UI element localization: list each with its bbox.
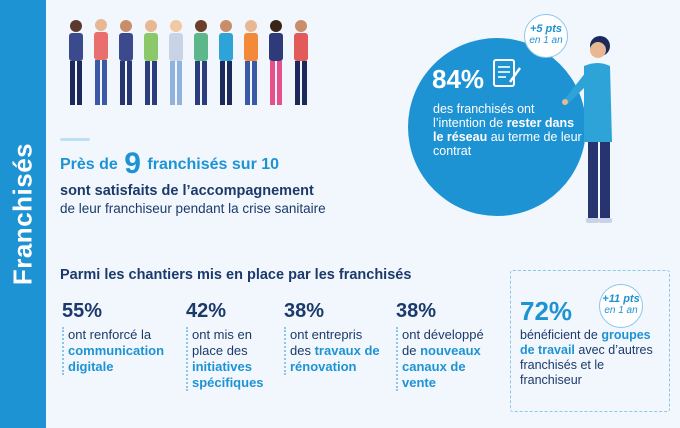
chantier-text: ont mis en place des <box>192 327 252 358</box>
retention-change-bubble: +5 pts en 1 an <box>524 14 568 58</box>
groupes-change-bubble: +11 pts en 1 an <box>599 284 643 328</box>
groupes-highlight: groupes de travail <box>520 328 651 357</box>
groupes-percent: 72% <box>520 296 573 326</box>
person-3 <box>119 20 133 105</box>
headline-suffix: franchisés sur 10 <box>147 156 280 173</box>
satisfaction-block: Près de 9 franchisés sur 10 sont satisfa… <box>60 138 360 216</box>
chantier-item: 55% ont renforcé la communication digita… <box>62 300 176 375</box>
woman-presenting-illustration <box>562 36 612 223</box>
chantier-description: ont mis en place des initiatives spécifi… <box>186 327 270 391</box>
satisfaction-headline: Près de 9 franchisés sur 10 <box>60 147 360 181</box>
sidebar-band: Franchisés <box>0 0 46 428</box>
headline-number: 9 <box>124 147 141 180</box>
satisfaction-line-2: sont satisfaits de l’accompagnement <box>60 183 314 199</box>
retention-change-period: en 1 an <box>529 35 563 46</box>
chantier-text: ont renforcé la <box>68 327 152 342</box>
retention-circle <box>408 38 586 216</box>
groupes-change-value: +11 pts <box>602 293 640 305</box>
person-7 <box>219 20 233 105</box>
chantier-highlight: nouveaux canaux de vente <box>402 343 481 390</box>
groupes-box <box>510 270 670 412</box>
retention-text: des franchisés ont l’intention de rester… <box>433 102 583 158</box>
person-6 <box>194 20 208 105</box>
chantier-highlight: travaux de rénovation <box>290 343 380 374</box>
chantier-highlight: initiatives spécifiques <box>192 359 264 390</box>
retention-highlight: rester dans le réseau <box>433 116 575 144</box>
person-1 <box>69 20 83 105</box>
accent-rule <box>60 138 90 141</box>
chantier-item: 42% ont mis en place des initiatives spé… <box>186 300 270 391</box>
retention-percent: 84% <box>432 64 485 94</box>
chantier-percent: 55% <box>62 300 103 322</box>
chantier-percent: 38% <box>396 300 437 322</box>
sidebar-title: Franchisés <box>7 142 38 286</box>
chantier-description: ont développé de nouveaux canaux de vent… <box>396 327 494 391</box>
person-8 <box>244 20 258 105</box>
satisfaction-line-3: de leur franchiseur pendant la crise san… <box>60 201 326 216</box>
person-4 <box>144 20 158 105</box>
groupes-change-period: en 1 an <box>604 305 638 316</box>
person-10 <box>294 20 308 105</box>
chantier-description: ont entrepris des travaux de rénovation <box>284 327 386 375</box>
person-5 <box>169 20 183 105</box>
groupes-text: bénéficient de groupes de travail avec d… <box>520 328 668 388</box>
retention-change-value: +5 pts <box>529 23 563 35</box>
person-2 <box>94 19 108 105</box>
chantier-item: 38% ont entrepris des travaux de rénovat… <box>284 300 386 375</box>
chantiers-title: Parmi les chantiers mis en place par les… <box>60 267 412 283</box>
retention-text-c: au terme de leur contrat <box>433 130 582 158</box>
chantier-text: ont entrepris des <box>290 327 363 358</box>
groupes-text-a: bénéficient de <box>520 328 598 342</box>
chantier-percent: 42% <box>186 300 227 322</box>
groupes-text-b: avec d’autres franchisés et le franchise… <box>520 343 653 387</box>
chantier-highlight: communication digitale <box>68 343 165 374</box>
chantier-description: ont renforcé la communication digitale <box>62 327 176 375</box>
contract-document-icon <box>493 59 521 87</box>
chantier-item: 38% ont développé de nouveaux canaux de … <box>396 300 494 391</box>
headline-prefix: Près de <box>60 156 118 173</box>
person-9 <box>269 20 283 105</box>
chantier-percent: 38% <box>284 300 325 322</box>
retention-text-a: des franchisés ont l’intention de <box>433 102 535 130</box>
people-group-illustration <box>69 19 308 105</box>
chantier-text: ont développé de <box>402 327 484 358</box>
